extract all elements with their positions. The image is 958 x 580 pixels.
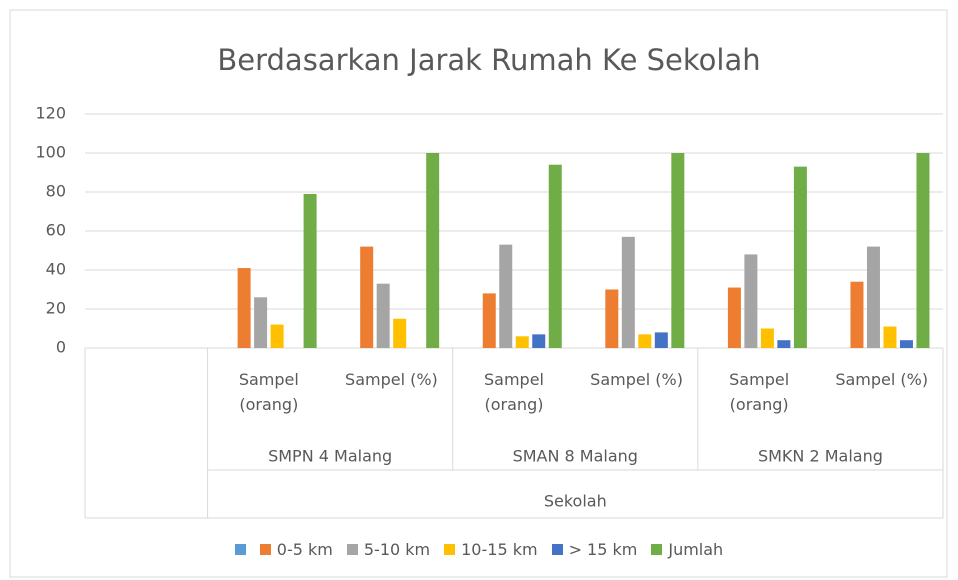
bar [303,193,317,348]
bar [532,334,546,348]
legend-swatch [551,544,563,555]
bar [727,287,741,348]
legend-label: > 15 km [568,540,638,559]
chart-border [9,9,948,578]
legend-item: 10-15 km [444,540,538,559]
bar [548,164,562,348]
x-tick-label: Sampel (%) [345,370,438,389]
bar [916,153,930,348]
bar [899,340,913,348]
bar [393,318,407,348]
bar [605,289,619,348]
chart-title: Berdasarkan Jarak Rumah Ke Sekolah [217,43,760,77]
bar [883,326,897,348]
bar [515,336,529,348]
bar [376,283,390,348]
group-label: SMAN 8 Malang [513,447,638,466]
legend-label: 0-5 km [276,540,333,559]
legend-item [234,540,246,559]
y-tick-label: 40 [46,260,66,279]
bar [654,332,668,348]
group-label: SMPN 4 Malang [268,447,392,466]
y-tick-label: 80 [46,182,66,201]
bar [360,246,374,348]
legend-item: 0-5 km [259,540,333,559]
legend-item: > 15 km [551,540,638,559]
legend-label: Jumlah [668,540,724,559]
bar [237,268,251,348]
legend-item: 5-10 km [346,540,431,559]
x-tick-label: Sampel (orang) [729,370,790,414]
legend-label: 5-10 km [363,540,431,559]
y-tick-label: 100 [35,143,66,162]
bar [850,281,864,348]
legend-swatch [444,544,456,555]
x-tick-label: Sampel (%) [590,370,683,389]
bar [426,153,440,348]
legend: 0-5 km 5-10 km 10-15 km > 15 km Jumlah [0,540,958,559]
y-tick-label: 20 [46,299,66,318]
legend-swatch [346,544,358,555]
bar [499,244,513,348]
y-tick-label: 0 [56,338,66,357]
bar [482,293,496,348]
legend-swatch [651,544,663,555]
bar [621,236,635,348]
x-tick-label: Sampel (%) [835,370,929,389]
bar [866,246,880,348]
x-tick-label: Sampel (orang) [238,370,299,414]
x-tick-label: Sampel (orang) [484,370,544,414]
bar [744,254,758,348]
y-tick-label: 120 [35,104,66,123]
legend-item: Jumlah [651,540,723,559]
bar [777,340,791,348]
group-label: SMKN 2 Malang [758,447,883,466]
bar [270,324,284,348]
bar [793,166,807,348]
x-axis-label: Sekolah [544,492,607,511]
legend-label: 10-15 km [461,540,538,559]
legend-swatch [234,544,246,555]
bar [254,297,268,348]
bar [760,328,774,348]
bar [671,153,685,348]
y-tick-label: 60 [46,221,66,240]
bar [638,334,652,348]
legend-swatch [259,544,271,555]
